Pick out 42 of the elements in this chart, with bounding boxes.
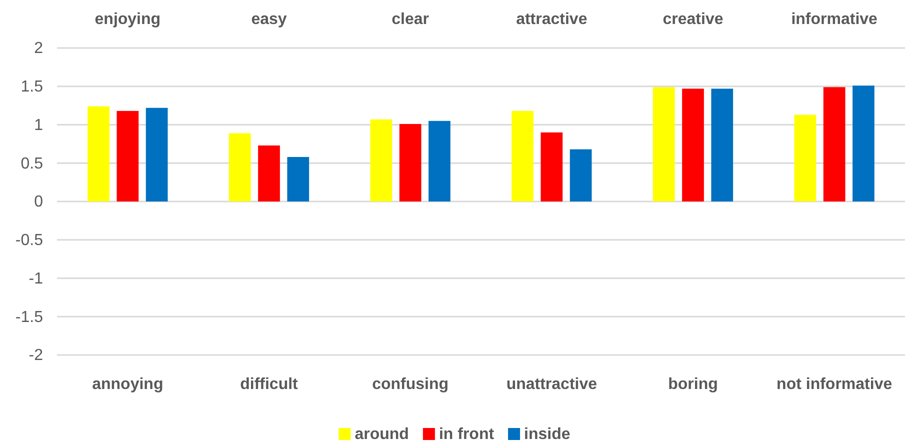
- bar: [682, 88, 704, 202]
- text: attractive: [516, 11, 588, 28]
- y-tick-label: 1.5: [20, 78, 44, 96]
- y-tick-label: -2: [28, 347, 44, 364]
- bar: [794, 114, 816, 202]
- bar: [370, 119, 392, 202]
- bar: [228, 133, 251, 202]
- bar: [258, 145, 280, 202]
- y-tick-label: -1: [28, 270, 44, 288]
- text: easy: [251, 11, 287, 28]
- legend-label: around: [354, 426, 409, 443]
- bar: [399, 124, 422, 202]
- bar: [652, 87, 675, 202]
- bar: [711, 88, 734, 202]
- text: clear: [392, 11, 430, 28]
- y-tick-label: -1.5: [15, 308, 44, 326]
- x-tick-label: unattractive: [506, 376, 598, 393]
- x-tick-label: difficult: [240, 376, 299, 393]
- bar: [428, 120, 450, 202]
- x-tick-label: not informative: [776, 376, 892, 393]
- text: creative: [662, 11, 724, 28]
- legend-label: inside: [524, 426, 570, 443]
- bar: [116, 110, 139, 202]
- x-tick-label: annoying: [92, 376, 164, 393]
- x-tick-label: confusing: [372, 376, 449, 393]
- bar: [540, 132, 563, 202]
- y-tick-label: 1: [34, 116, 44, 134]
- text: enjoying: [94, 11, 161, 28]
- bar: [88, 106, 110, 202]
- y-tick-label: 0: [34, 194, 44, 211]
- x-tick-label: boring: [668, 376, 718, 393]
- text: informative: [791, 11, 878, 28]
- y-tick-label: -0.5: [15, 232, 44, 249]
- bar: [146, 108, 168, 202]
- bar: [512, 110, 534, 202]
- y-tick-label: 2: [34, 40, 44, 58]
- legend-label: in front: [438, 426, 495, 443]
- bar: [852, 86, 874, 202]
- bar: [570, 149, 592, 202]
- y-tick-label: 0.5: [20, 155, 44, 172]
- bar: [287, 156, 310, 202]
- bar: [823, 87, 846, 202]
